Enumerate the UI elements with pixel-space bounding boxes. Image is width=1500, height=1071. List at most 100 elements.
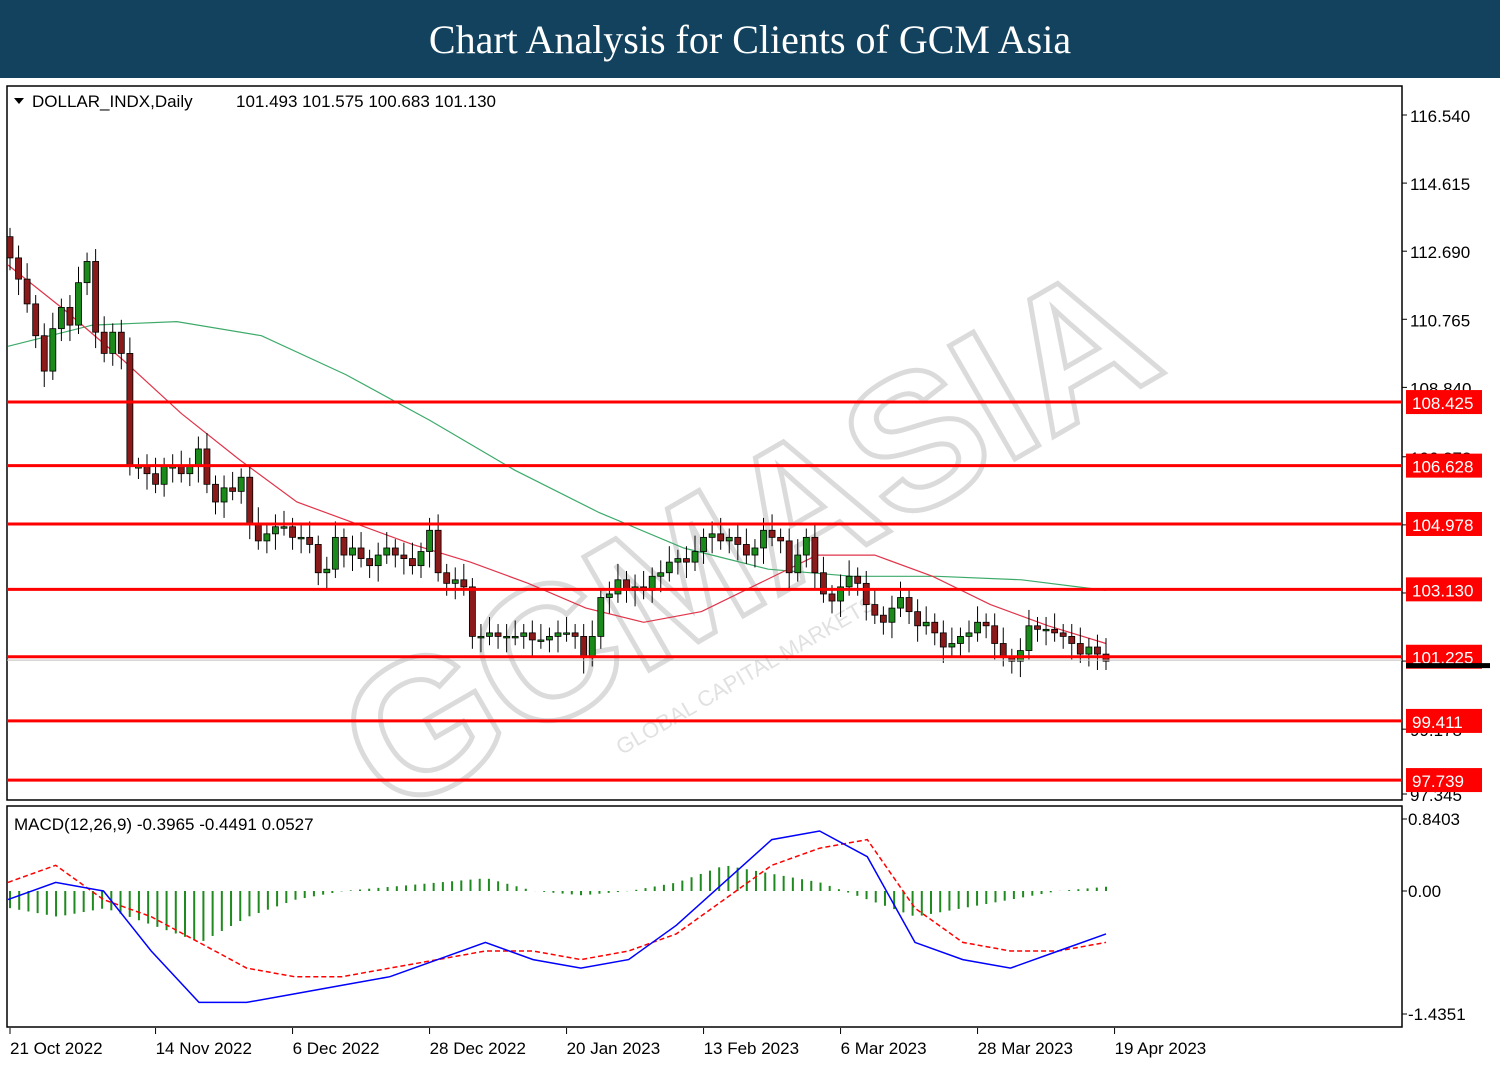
candle-body[interactable] [391, 547, 399, 556]
candle-body[interactable] [109, 331, 117, 354]
candle-body[interactable] [580, 636, 588, 659]
candle-body[interactable] [417, 551, 425, 567]
candle-body[interactable] [297, 536, 305, 540]
candle-body[interactable] [15, 257, 22, 280]
candle-body[interactable] [605, 593, 613, 598]
candle-body[interactable] [83, 261, 91, 284]
candle-body[interactable] [546, 636, 553, 641]
candle-body[interactable] [494, 632, 502, 637]
candle-body[interactable] [152, 473, 159, 485]
candle-body[interactable] [40, 335, 48, 372]
candle-body[interactable] [314, 544, 322, 574]
candle-body[interactable] [742, 544, 750, 556]
candle-body[interactable] [717, 533, 725, 542]
candle-body[interactable] [734, 536, 742, 545]
candle-body[interactable] [777, 536, 785, 542]
candle-body[interactable] [1085, 646, 1093, 655]
candle-body[interactable] [468, 586, 476, 637]
candle-body[interactable] [708, 533, 716, 538]
candle-body[interactable] [117, 331, 125, 354]
candle-body[interactable] [126, 353, 134, 468]
candle-body[interactable] [811, 536, 819, 574]
candle-body[interactable] [229, 487, 237, 492]
candle-body[interactable] [965, 632, 973, 637]
candle-body[interactable] [32, 303, 40, 337]
candle-body[interactable] [554, 632, 562, 637]
candle-body[interactable] [1051, 628, 1059, 634]
candle-body[interactable] [340, 536, 348, 556]
candle-body[interactable] [254, 522, 262, 542]
candle-body[interactable] [194, 448, 202, 468]
dropdown-triangle-icon[interactable] [14, 98, 24, 104]
candle-body[interactable] [674, 558, 682, 563]
candle-body[interactable] [845, 575, 853, 588]
candle-body[interactable] [597, 597, 605, 637]
candle-body[interactable] [785, 540, 793, 574]
candle-body[interactable] [57, 307, 65, 330]
candle-body[interactable] [6, 236, 14, 259]
candle-body[interactable] [614, 579, 622, 595]
candle-body[interactable] [443, 572, 451, 584]
candle-body[interactable] [1068, 636, 1076, 644]
candle-body[interactable] [1076, 643, 1084, 655]
candle-body[interactable] [160, 466, 168, 485]
candle-body[interactable] [974, 621, 981, 634]
candle-body[interactable] [349, 547, 356, 556]
candle-body[interactable] [939, 632, 947, 648]
candle-body[interactable] [691, 551, 699, 563]
candle-body[interactable] [905, 597, 913, 613]
candle-body[interactable] [897, 597, 904, 609]
candle-body[interactable] [520, 632, 528, 637]
candle-body[interactable] [486, 632, 493, 637]
candle-body[interactable] [982, 621, 990, 627]
candle-body[interactable] [1025, 625, 1033, 651]
candle-body[interactable] [237, 476, 245, 492]
candle-body[interactable] [511, 636, 519, 639]
candle-body[interactable] [23, 278, 31, 305]
candle-body[interactable] [922, 621, 930, 627]
candle-body[interactable] [451, 579, 459, 584]
candle-body[interactable] [331, 536, 339, 570]
candle-body[interactable] [460, 579, 468, 588]
candle-body[interactable] [177, 466, 185, 475]
candle-body[interactable] [837, 586, 844, 602]
candle-body[interactable] [914, 611, 922, 627]
candle-body[interactable] [75, 282, 82, 326]
candle-body[interactable] [931, 621, 939, 634]
candle-body[interactable] [383, 547, 391, 556]
candle-body[interactable] [528, 632, 536, 641]
candle-body[interactable] [820, 572, 827, 595]
candle-body[interactable] [66, 307, 74, 326]
candle-body[interactable] [879, 614, 887, 623]
candle-body[interactable] [212, 483, 219, 503]
candle-body[interactable] [828, 593, 836, 602]
candle-body[interactable] [794, 554, 802, 574]
candle-body[interactable] [426, 529, 433, 552]
candle-body[interactable] [263, 533, 271, 542]
candle-body[interactable] [49, 328, 57, 372]
candle-body[interactable] [948, 643, 956, 648]
candle-body[interactable] [665, 561, 673, 574]
candle-body[interactable] [768, 529, 776, 538]
candle-body[interactable] [306, 536, 314, 545]
candle-body[interactable] [1042, 628, 1050, 632]
candle-body[interactable] [434, 529, 442, 574]
candle-body[interactable] [751, 547, 759, 556]
candle-body[interactable] [571, 632, 579, 637]
candle-body[interactable] [357, 547, 365, 559]
candle-body[interactable] [366, 558, 374, 567]
candle-body[interactable] [1059, 632, 1067, 637]
candle-body[interactable] [92, 261, 100, 333]
candle-body[interactable] [409, 558, 416, 567]
candle-body[interactable] [683, 558, 690, 563]
candle-body[interactable] [246, 476, 254, 524]
candle-body[interactable] [220, 487, 228, 503]
candle-body[interactable] [563, 632, 570, 635]
candle-body[interactable] [503, 636, 511, 639]
candle-body[interactable] [802, 536, 810, 556]
candle-body[interactable] [289, 526, 296, 538]
candle-body[interactable] [871, 604, 879, 616]
candle-body[interactable] [186, 466, 194, 475]
candle-body[interactable] [1034, 625, 1041, 630]
candle-body[interactable] [477, 636, 485, 639]
